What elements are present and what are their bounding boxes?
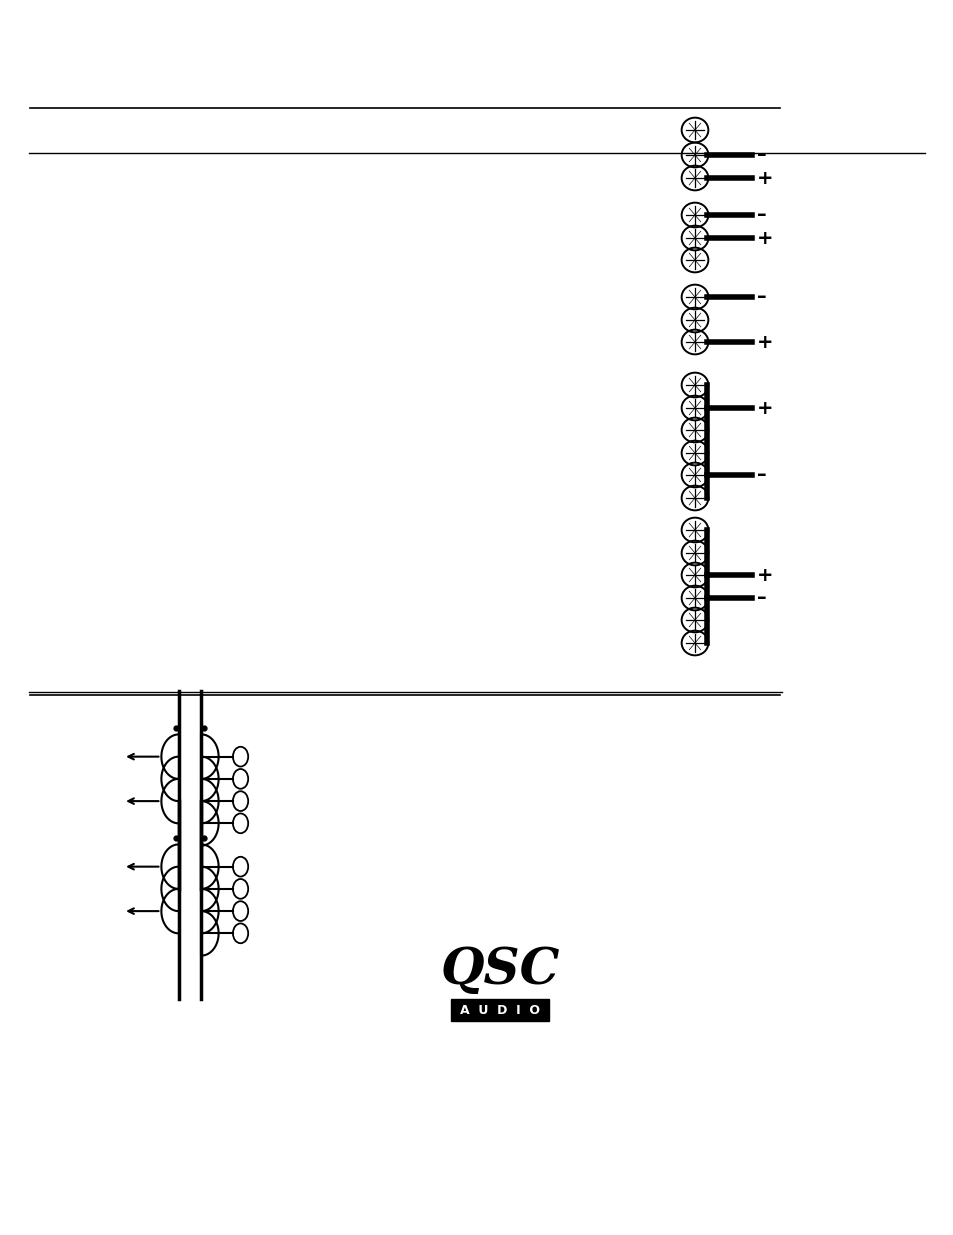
Text: –: – [757,205,766,225]
Text: +: + [757,228,773,247]
Text: –: – [757,589,766,608]
Text: QSC: QSC [440,946,559,994]
Text: –: – [757,288,766,306]
Text: –: – [757,146,766,164]
Text: A  U  D  I  O: A U D I O [459,1004,539,1016]
Text: +: + [757,168,773,188]
Text: +: + [757,399,773,417]
Text: +: + [757,332,773,352]
Text: –: – [757,466,766,484]
Text: +: + [757,566,773,584]
Text: A  U  D  I  O: A U D I O [455,1003,544,1016]
